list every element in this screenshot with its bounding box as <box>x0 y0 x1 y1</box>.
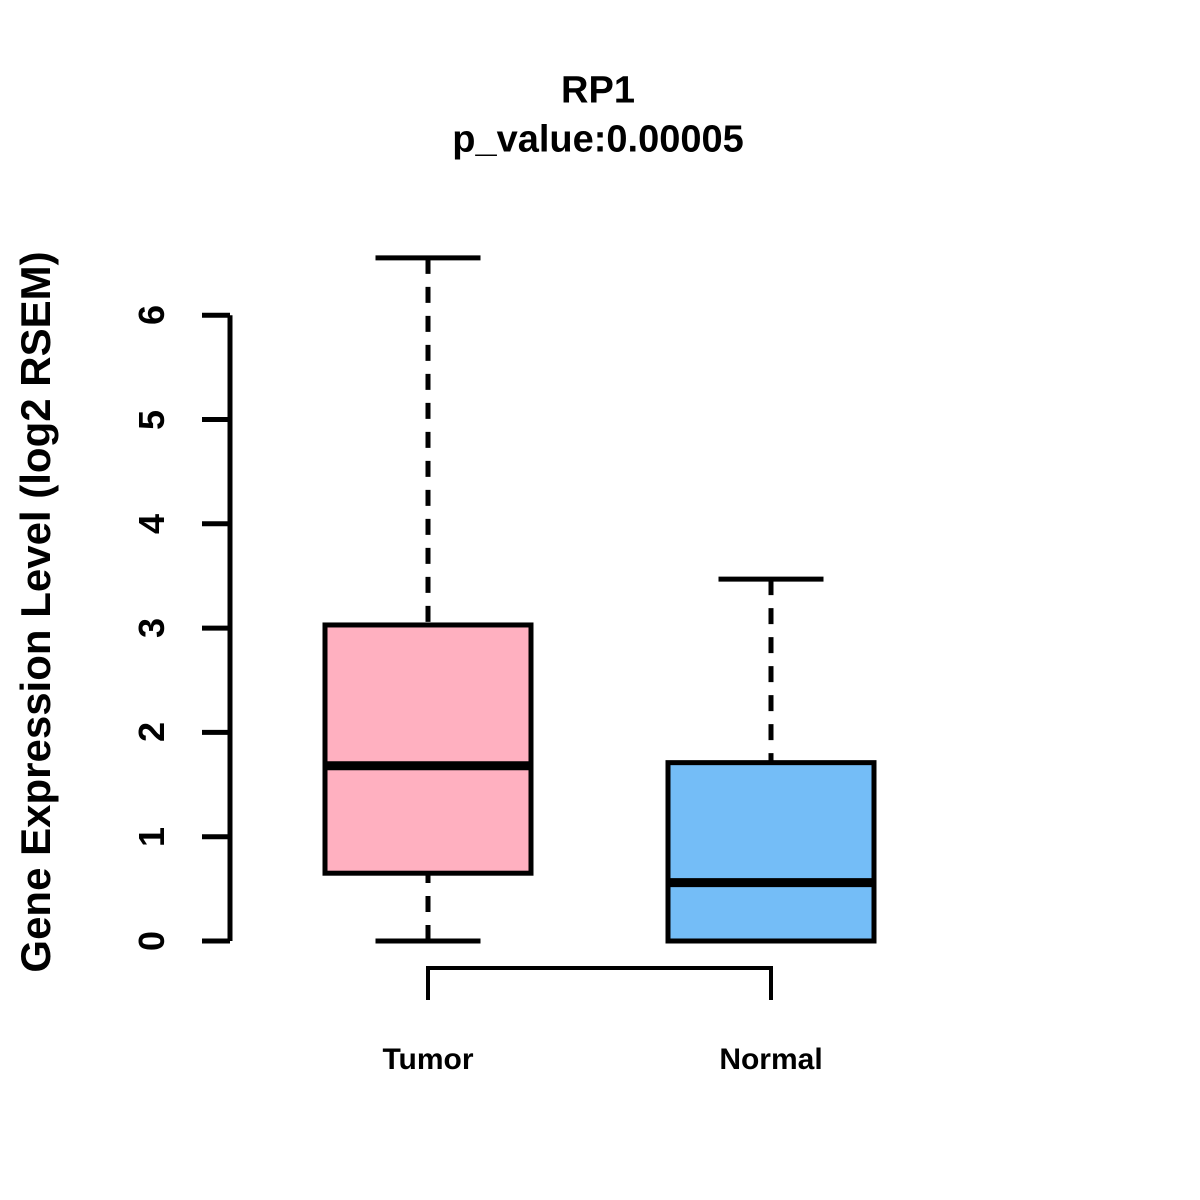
y-axis-label: Gene Expression Level (log2 RSEM) <box>12 251 59 973</box>
y-tick-label-2: 2 <box>131 722 172 743</box>
box-normal <box>665 760 877 944</box>
y-tick-label-4: 4 <box>131 513 172 534</box>
x-category-label-tumor: Tumor <box>382 1043 474 1076</box>
box-tumor <box>322 622 534 876</box>
y-tick-label-0: 0 <box>131 930 172 952</box>
chart-subtitle: p_value:0.00005 <box>452 118 744 161</box>
y-tick-label-5: 5 <box>131 409 172 430</box>
chart-title: RP1 <box>561 69 635 112</box>
y-tick-label-1: 1 <box>131 826 172 847</box>
significance-bracket <box>426 966 773 1000</box>
y-tick-label-6: 6 <box>131 305 172 326</box>
x-category-label-normal: Normal <box>719 1043 823 1076</box>
y-tick-label-3: 3 <box>131 618 172 639</box>
